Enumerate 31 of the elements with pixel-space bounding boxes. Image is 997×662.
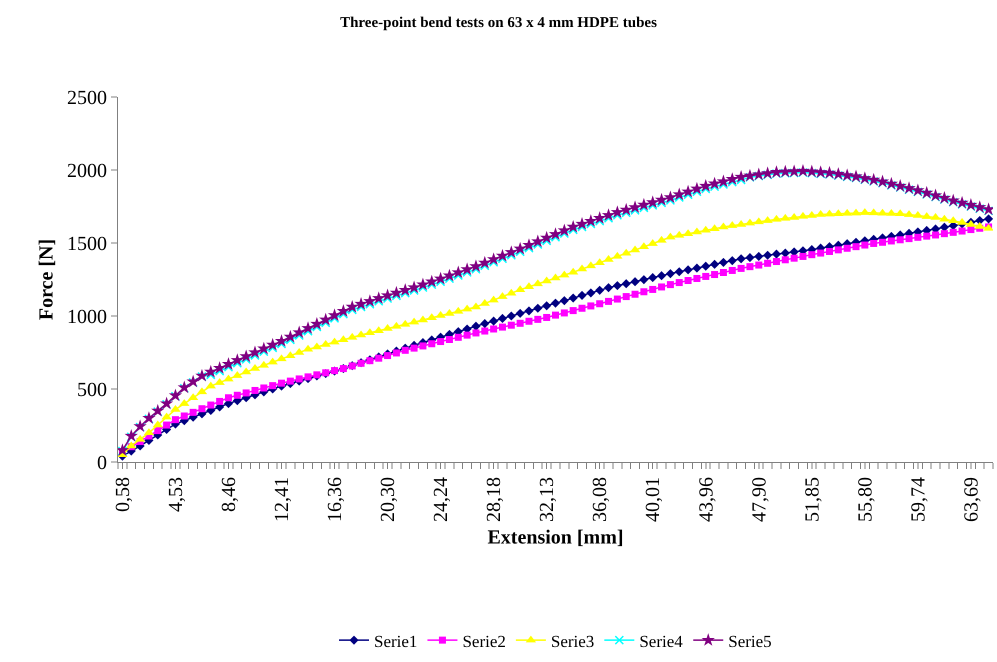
x-axis-title: Extension [mm]: [487, 526, 624, 548]
x-tick-label: 4,53: [164, 477, 187, 512]
x-tick-label: 20,30: [377, 477, 400, 522]
x-tick-label: 24,24: [430, 477, 452, 522]
x-tick-label: 51,85: [801, 477, 824, 522]
y-tick-label: 1500: [67, 233, 107, 255]
legend-label: Serie2: [462, 632, 506, 651]
x-tick-label: 55,80: [854, 477, 876, 522]
x-tick-label: 16,36: [324, 477, 346, 522]
y-axis-title: Force [N]: [36, 238, 58, 320]
legend-label: Serie5: [728, 632, 772, 651]
y-tick-label: 2000: [67, 160, 107, 182]
legend-label: Serie1: [374, 632, 418, 651]
y-tick-label: 500: [77, 379, 107, 401]
y-tick-label: 2500: [67, 87, 107, 109]
x-tick-label: 12,41: [271, 477, 294, 522]
x-tick-label: 32,13: [536, 477, 558, 522]
legend-label: Serie4: [639, 632, 684, 651]
x-tick-label: 63,69: [960, 477, 982, 522]
x-tick-label: 36,08: [589, 477, 612, 522]
legend-label: Serie3: [550, 632, 594, 651]
x-tick-label: 0,58: [112, 477, 134, 512]
y-tick-label: 1000: [67, 306, 107, 328]
x-tick-label: 40,01: [642, 477, 664, 522]
x-tick-label: 59,74: [907, 477, 930, 522]
x-tick-label: 47,90: [748, 477, 770, 522]
x-tick-label: 8,46: [218, 477, 240, 512]
chart-title: Three-point bend tests on 63 x 4 mm HDPE tubes: [340, 15, 658, 32]
x-tick-label: 28,18: [483, 477, 506, 522]
x-tick-label: 43,96: [695, 477, 718, 522]
y-tick-label: 0: [97, 452, 107, 474]
